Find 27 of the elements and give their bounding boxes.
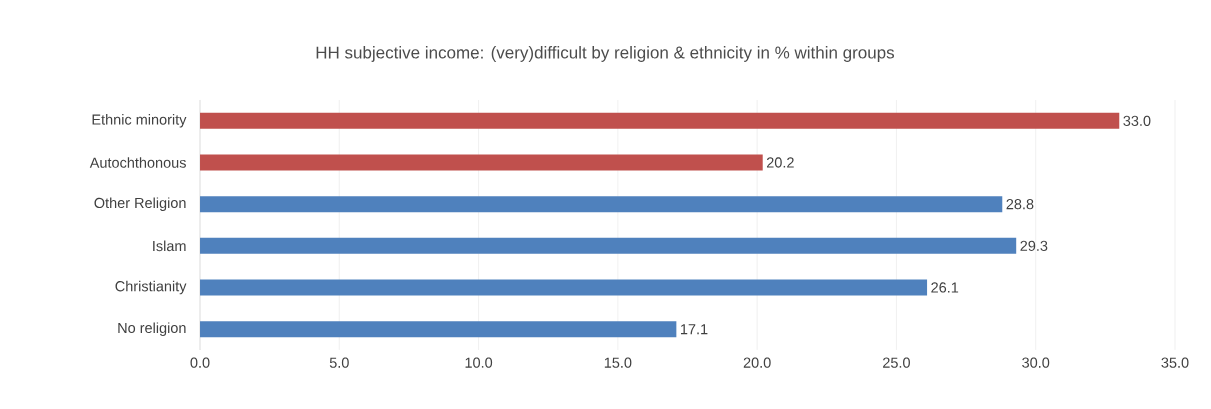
x-tick-label: 30.0 <box>1022 357 1050 368</box>
bar <box>200 154 763 171</box>
data-label: 26.1 <box>931 282 959 293</box>
x-tick-label: 0.0 <box>190 357 210 368</box>
data-label: 33.0 <box>1123 115 1151 126</box>
y-tick-label: Ethnic minority <box>92 114 187 128</box>
bar <box>200 321 677 338</box>
y-tick-label: Christianity <box>115 280 187 295</box>
data-label: 20.2 <box>766 157 794 168</box>
x-tick-label: 15.0 <box>604 357 632 368</box>
x-tick-label: 10.0 <box>465 357 493 368</box>
bar <box>200 237 1017 254</box>
data-label: 29.3 <box>1020 240 1048 251</box>
y-tick-label: Other Religion <box>94 197 186 211</box>
x-tick-label: 35.0 <box>1161 357 1189 368</box>
y-tick-label: No religion <box>118 322 186 336</box>
bar <box>200 112 1120 129</box>
y-tick-label: Islam <box>153 240 186 252</box>
x-tick-label: 5.0 <box>329 357 349 368</box>
data-label: 17.1 <box>680 324 708 335</box>
y-tick-label: Autochthonous <box>89 157 186 168</box>
x-tick-label: 25.0 <box>883 357 910 368</box>
data-label: 28.8 <box>1006 199 1034 210</box>
bar <box>200 279 928 296</box>
bar <box>200 196 1003 213</box>
x-tick-label: 20.0 <box>743 357 771 368</box>
chart-title: HH subjective income: (very)difficult by religion & ethnicity in % within groups <box>316 46 895 62</box>
